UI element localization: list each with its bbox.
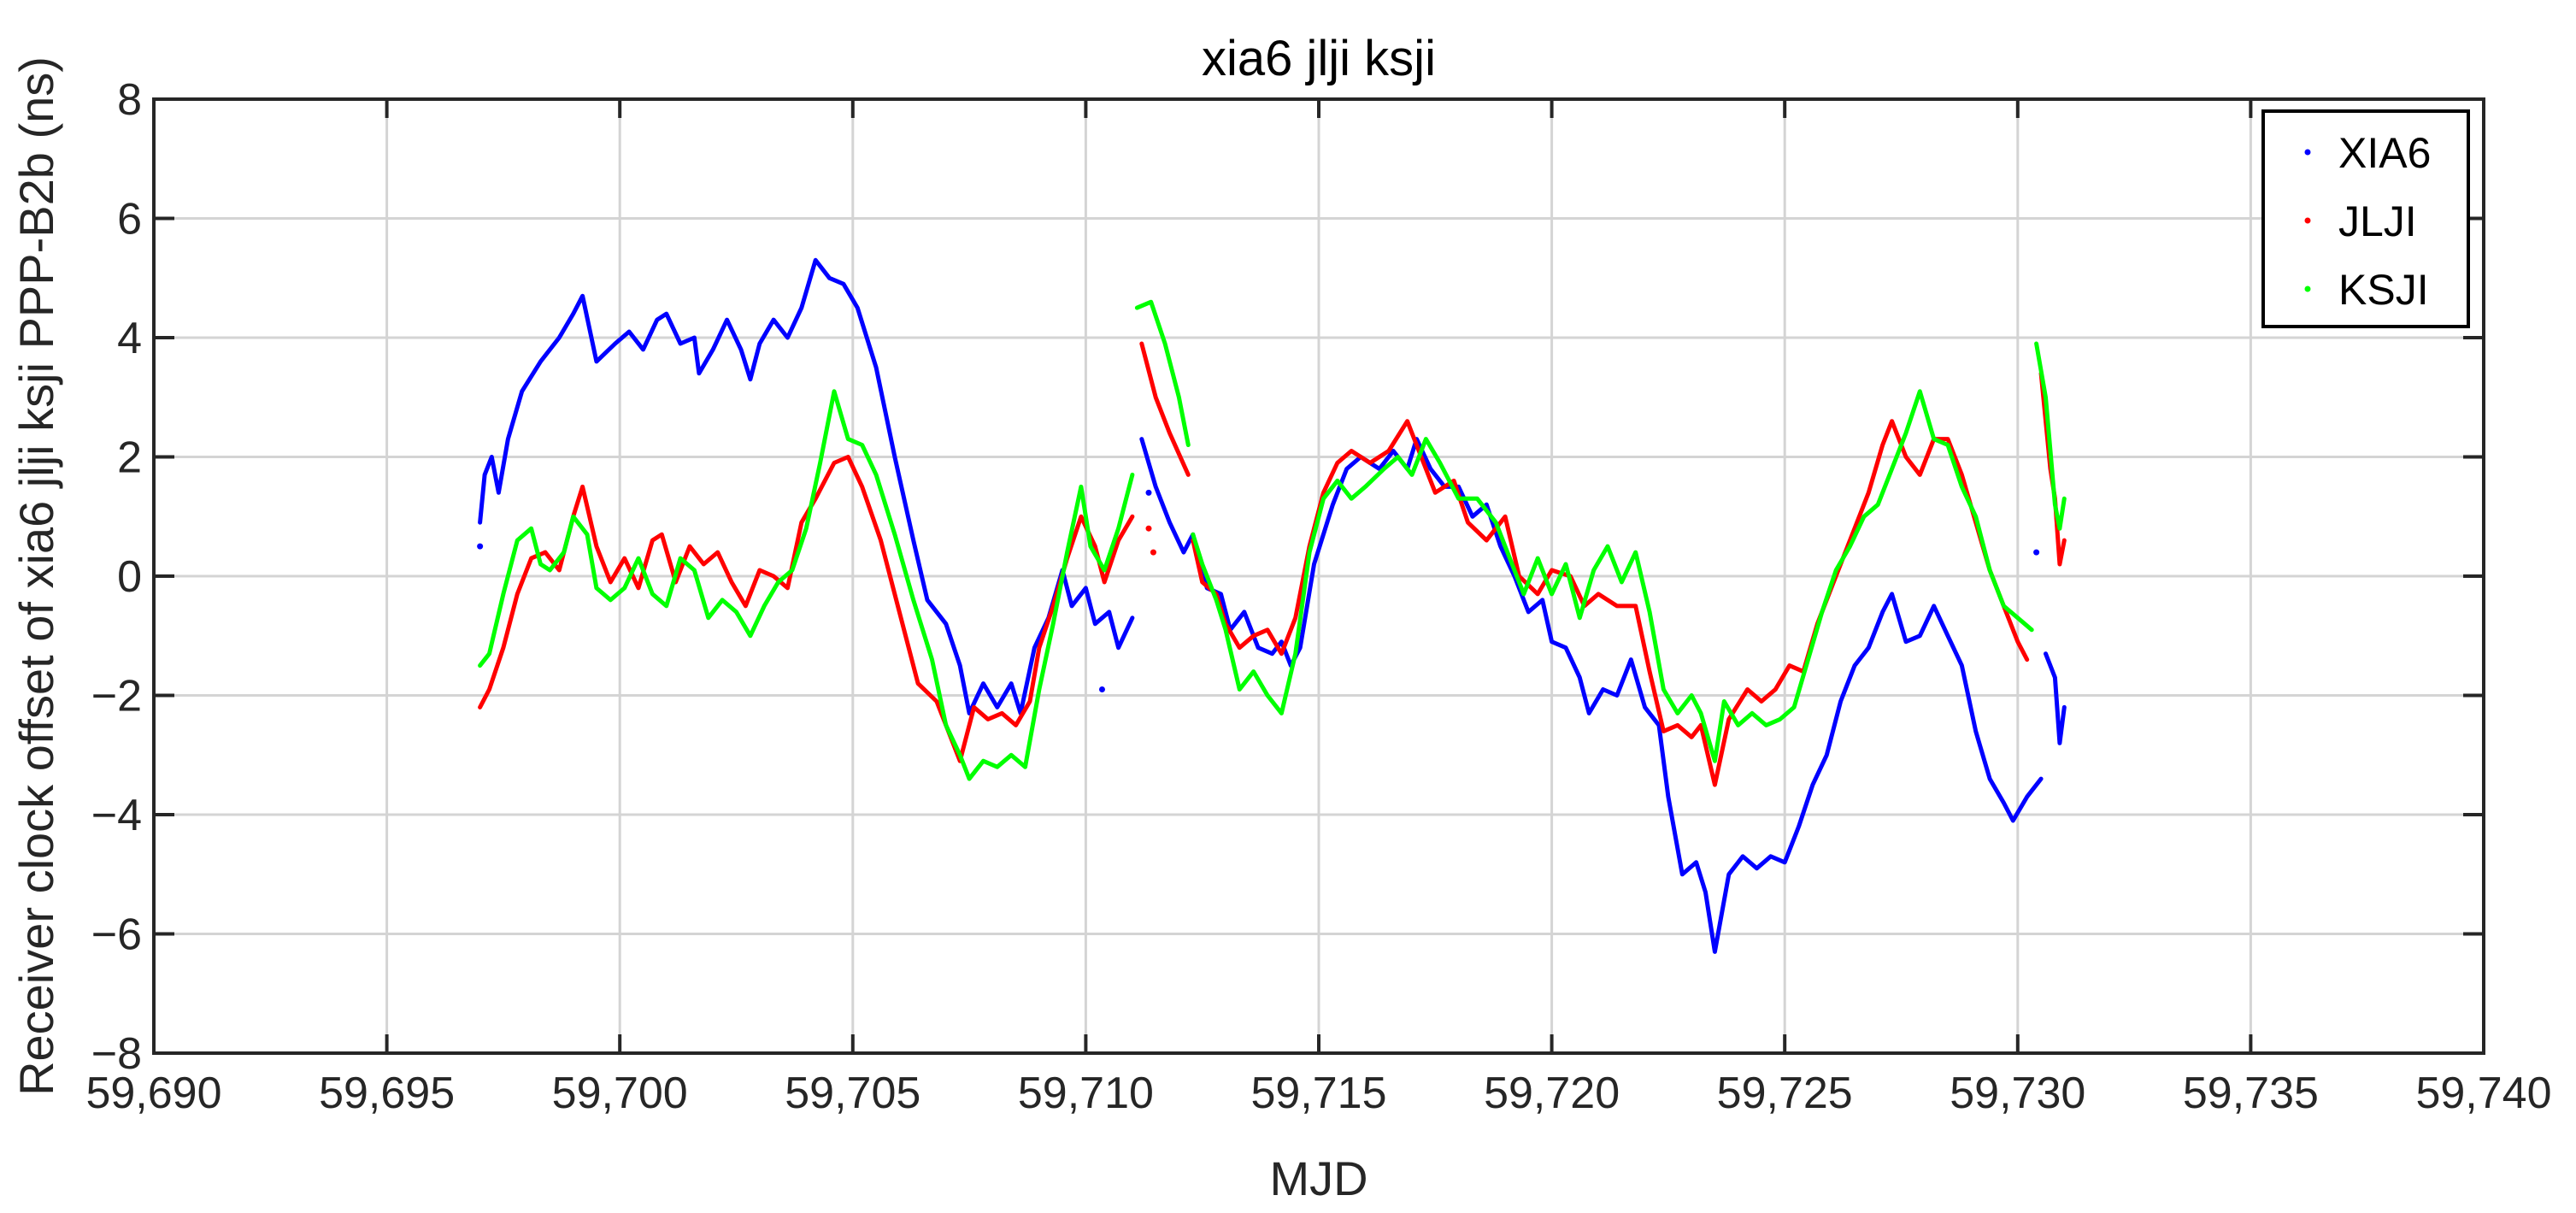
x-tick-label: 59,705 [785,1069,920,1118]
axis-ticks [152,97,2485,1055]
y-tick-label: 6 [117,195,142,244]
series-point-xia6 [1145,489,1152,496]
x-tick-label: 59,715 [1250,1069,1386,1118]
x-tick-label: 59,710 [1018,1069,1154,1118]
y-tick-label: −2 [91,672,142,721]
x-axis-title: MJD [1269,1151,1367,1205]
y-axis-title: Receiver clock offset of xia6 jlji ksji … [9,56,63,1096]
legend-marker-xia6 [2304,149,2311,156]
series-layer [477,257,2067,954]
chart-title: xia6 jlji ksji [1202,31,1436,86]
y-tick-label: 4 [117,314,142,363]
x-tick-label: 59,740 [2415,1069,2551,1118]
series-line-jlji [478,455,1135,763]
series-line-xia6 [2044,651,2067,745]
x-tick-label: 59,695 [319,1069,455,1118]
series-point-xia6 [477,543,484,550]
series-line-jlji [1139,341,1191,477]
series-line-ksji [1134,299,1191,447]
series-point-xia6 [2033,549,2040,556]
legend-marker-jlji [2304,217,2311,224]
series-point-jlji [1150,549,1156,556]
series-ksji [478,299,2067,781]
legend-label-xia6: XIA6 [2338,129,2431,177]
x-tick-label: 59,725 [1717,1069,1853,1118]
legend-label-ksji: KSJI [2338,266,2429,314]
x-tick-labels: 59,690 59,695 59,700 59,705 59,710 59,715 59,7… [85,1069,2551,1118]
y-tick-label: 0 [117,552,142,602]
series-line-ksji [2034,341,2067,531]
y-tick-labels: −8 −6 −4 −2 0 2 4 6 8 [91,75,142,1079]
y-tick-label: 2 [117,433,142,483]
legend-label-jlji: JLJI [2338,197,2417,245]
x-tick-label: 59,735 [2183,1069,2319,1118]
series-line-ksji [478,389,1135,781]
series-point-xia6 [1098,686,1105,693]
legend-items: XIA6 JLJI KSJI [2304,129,2431,314]
series-line-ksji [1191,389,2034,763]
y-tick-label: −4 [91,791,142,840]
x-tick-label: 59,730 [1950,1069,2085,1118]
x-tick-label: 59,690 [85,1069,221,1118]
x-tick-label: 59,720 [1484,1069,1620,1118]
legend-box [2261,109,2470,328]
y-tick-label: 8 [117,75,142,125]
x-tick-label: 59,700 [552,1069,688,1118]
y-tick-label: −6 [91,910,142,960]
legend: XIA6 JLJI KSJI [2261,109,2470,328]
series-line-xia6 [478,257,1135,715]
y-tick-label: −8 [91,1029,142,1079]
legend-marker-ksji [2304,286,2311,292]
series-point-jlji [1145,525,1152,532]
